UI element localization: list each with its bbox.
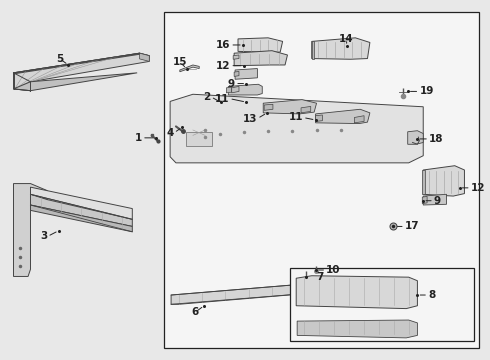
Text: 7: 7 <box>317 272 324 282</box>
Text: 2: 2 <box>204 92 211 102</box>
Polygon shape <box>30 194 132 226</box>
Polygon shape <box>30 187 132 219</box>
Bar <box>186 132 212 146</box>
Polygon shape <box>316 109 370 123</box>
Bar <box>290 267 474 341</box>
Text: 16: 16 <box>216 40 230 50</box>
Polygon shape <box>264 104 273 111</box>
Text: 6: 6 <box>192 307 199 317</box>
Polygon shape <box>14 184 48 276</box>
Polygon shape <box>14 73 137 91</box>
Polygon shape <box>30 205 132 232</box>
Text: 5: 5 <box>56 54 63 64</box>
Polygon shape <box>423 194 446 205</box>
Text: 1: 1 <box>135 133 142 143</box>
Polygon shape <box>14 53 149 74</box>
Polygon shape <box>235 68 257 79</box>
Text: 12: 12 <box>471 183 485 193</box>
Polygon shape <box>14 53 149 91</box>
Polygon shape <box>180 65 199 72</box>
Polygon shape <box>312 41 314 59</box>
Polygon shape <box>226 87 232 93</box>
Polygon shape <box>234 51 288 66</box>
Text: 3: 3 <box>40 231 48 242</box>
Polygon shape <box>316 115 322 121</box>
Polygon shape <box>140 53 149 62</box>
Text: 4: 4 <box>167 128 174 138</box>
Text: 17: 17 <box>405 221 419 231</box>
Text: 11: 11 <box>215 94 229 104</box>
Text: 19: 19 <box>419 86 434 96</box>
Polygon shape <box>408 131 423 144</box>
Polygon shape <box>296 276 417 309</box>
Text: 11: 11 <box>289 112 303 122</box>
Text: 9: 9 <box>434 196 441 206</box>
Polygon shape <box>422 197 427 203</box>
Polygon shape <box>297 320 417 338</box>
Text: 10: 10 <box>326 265 341 275</box>
Polygon shape <box>171 282 343 304</box>
Text: 15: 15 <box>172 57 187 67</box>
Polygon shape <box>354 116 364 123</box>
Text: 12: 12 <box>216 61 230 71</box>
Text: 8: 8 <box>428 290 435 300</box>
Polygon shape <box>228 84 262 95</box>
Polygon shape <box>170 94 423 163</box>
Polygon shape <box>301 107 311 113</box>
Polygon shape <box>232 86 239 93</box>
Polygon shape <box>263 100 317 114</box>
Polygon shape <box>234 71 239 76</box>
Polygon shape <box>423 166 465 196</box>
Text: 14: 14 <box>339 34 354 44</box>
Text: 9: 9 <box>228 78 235 89</box>
Polygon shape <box>312 38 370 59</box>
Bar <box>164 12 479 348</box>
Polygon shape <box>238 38 283 52</box>
Polygon shape <box>422 170 425 194</box>
Text: 13: 13 <box>243 113 257 123</box>
Text: 18: 18 <box>429 134 443 144</box>
Polygon shape <box>233 55 239 59</box>
